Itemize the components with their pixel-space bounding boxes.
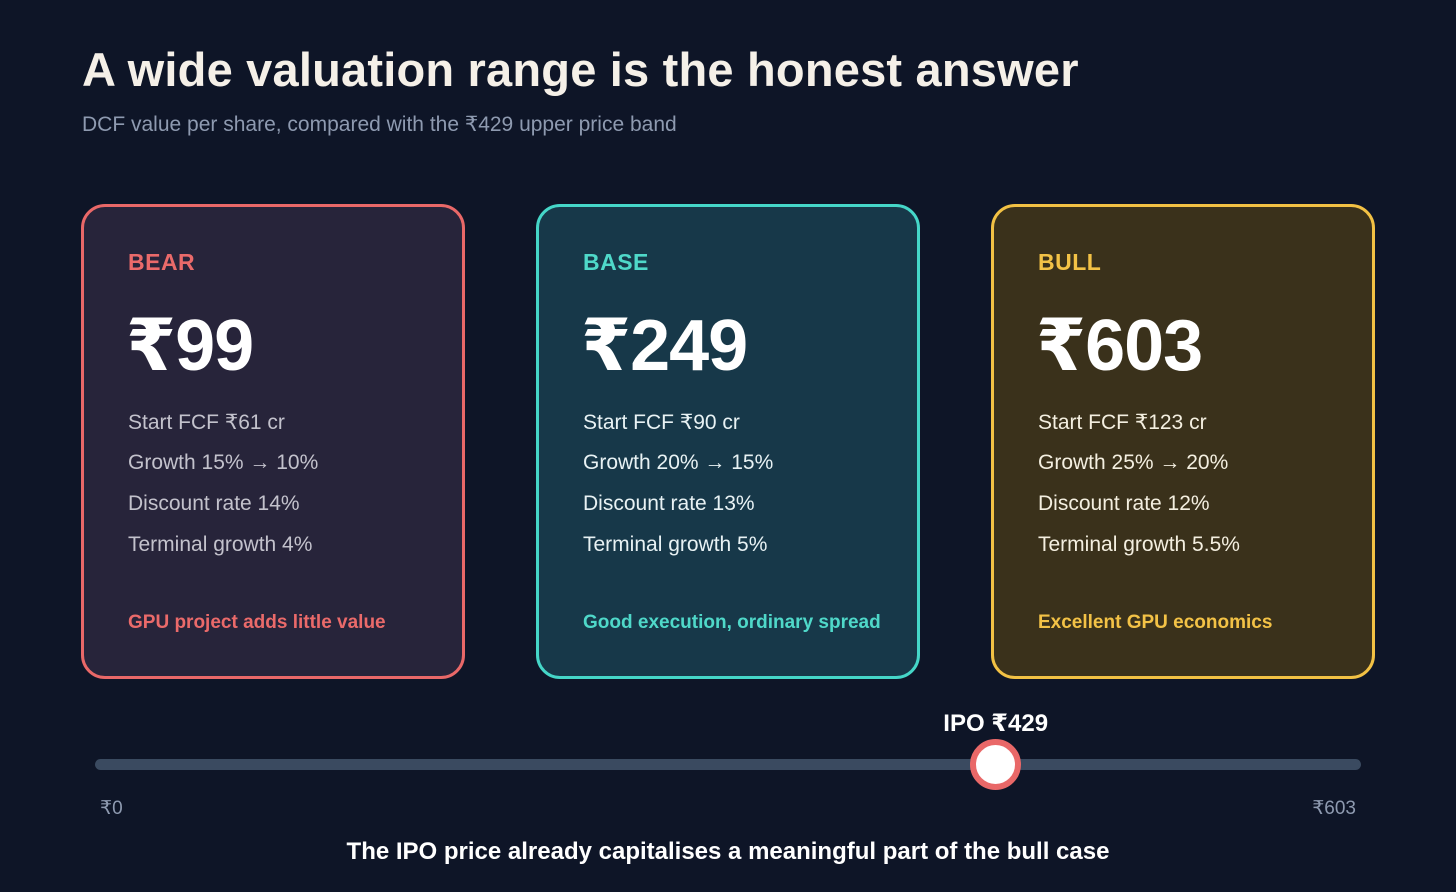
page-title: A wide valuation range is the honest ans… bbox=[82, 43, 1079, 96]
scenario-param-start-fcf: Start FCF ₹90 cr bbox=[583, 411, 740, 434]
page-subtitle: DCF value per share, compared with the ₹… bbox=[82, 113, 677, 136]
scenario-note: Good execution, ordinary spread bbox=[583, 612, 881, 633]
scenario-label: BEAR bbox=[128, 249, 196, 275]
scenario-param-start-fcf: Start FCF ₹123 cr bbox=[1038, 411, 1207, 434]
scenario-value: ₹249 bbox=[581, 306, 748, 386]
scenario-param-start-fcf: Start FCF ₹61 cr bbox=[128, 411, 285, 434]
scenario-note: GPU project adds little value bbox=[128, 612, 386, 633]
scenario-card-bear: BEAR ₹99 Start FCF ₹61 cr Growth 15% → 1… bbox=[81, 204, 465, 679]
scenario-param-growth: Growth 25% → 20% bbox=[1038, 451, 1229, 474]
ipo-price-marker bbox=[970, 739, 1022, 790]
scale-min-label: ₹0 bbox=[100, 798, 123, 819]
scenario-param-discount-rate: Discount rate 13% bbox=[583, 492, 755, 515]
scenario-note: Excellent GPU economics bbox=[1038, 612, 1273, 633]
scenario-param-terminal-growth: Terminal growth 5% bbox=[583, 533, 768, 556]
valuation-scale-track bbox=[95, 759, 1361, 770]
ipo-price-label: IPO ₹429 bbox=[943, 710, 1049, 737]
scenario-param-discount-rate: Discount rate 12% bbox=[1038, 492, 1210, 515]
scenario-param-terminal-growth: Terminal growth 5.5% bbox=[1038, 533, 1240, 556]
scenario-param-terminal-growth: Terminal growth 4% bbox=[128, 533, 313, 556]
scenario-label: BASE bbox=[583, 249, 649, 275]
scenario-param-growth: Growth 20% → 15% bbox=[583, 451, 774, 474]
scenario-card-bull: BULL ₹603 Start FCF ₹123 cr Growth 25% →… bbox=[991, 204, 1375, 679]
scenario-label: BULL bbox=[1038, 249, 1102, 275]
conclusion-text: The IPO price already capitalises a mean… bbox=[346, 838, 1110, 865]
scenario-value: ₹99 bbox=[126, 306, 254, 386]
scenario-value: ₹603 bbox=[1036, 306, 1203, 386]
scenario-param-growth: Growth 15% → 10% bbox=[128, 451, 319, 474]
scale-max-label: ₹603 bbox=[1312, 798, 1356, 819]
scenario-param-discount-rate: Discount rate 14% bbox=[128, 492, 300, 515]
scenario-card-base: BASE ₹249 Start FCF ₹90 cr Growth 20% → … bbox=[536, 204, 920, 679]
